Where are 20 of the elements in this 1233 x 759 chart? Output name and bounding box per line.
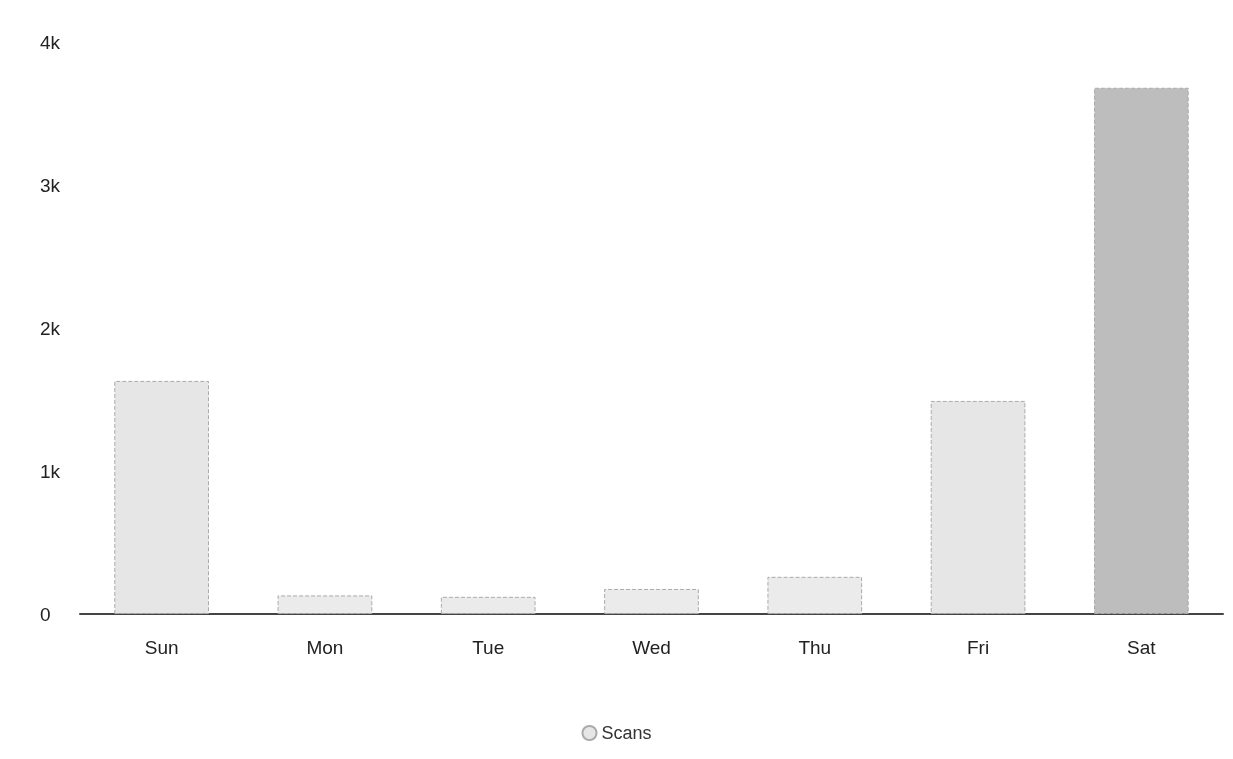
bar <box>114 380 209 614</box>
x-tick-label: Mon <box>306 637 344 658</box>
x-tick-label: Sun <box>144 637 179 658</box>
bar <box>767 576 863 614</box>
legend-label: Scans <box>601 723 652 743</box>
x-tick-label: Sat <box>1127 637 1157 658</box>
y-tick-label: 3k <box>40 174 61 196</box>
y-tick-label: 2k <box>40 317 61 339</box>
bar <box>604 588 699 614</box>
x-tick-label: Fri <box>966 637 990 658</box>
x-tick-label: Wed <box>632 637 671 658</box>
y-tick-label: 0 <box>40 603 51 625</box>
bar <box>277 595 373 614</box>
bar <box>930 400 1026 614</box>
x-tick-label: Thu <box>798 637 832 658</box>
y-tick-label: 4k <box>40 31 61 53</box>
y-tick-label: 1k <box>40 460 61 482</box>
bar <box>440 596 536 614</box>
x-tick-label: Tue <box>472 637 505 658</box>
bar <box>1094 87 1189 614</box>
